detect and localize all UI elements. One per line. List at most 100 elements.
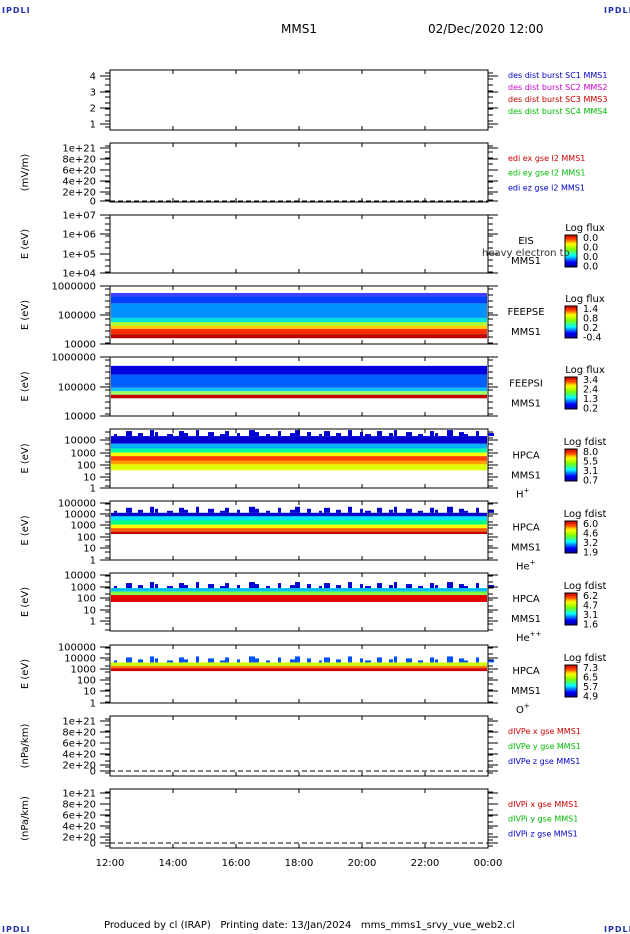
spectrogram-burst — [476, 507, 479, 513]
spectrogram-burst — [208, 508, 214, 513]
spectrogram-burst — [348, 582, 352, 589]
y-tick-label: 6e+20 — [62, 811, 96, 822]
colorbar — [564, 376, 578, 410]
x-tick-label: 18:00 — [285, 858, 314, 869]
y-tick-label: 10000 — [64, 571, 96, 582]
spectrogram-burst — [208, 432, 214, 437]
spectrogram-band — [111, 321, 487, 326]
spectrogram-band — [111, 443, 487, 449]
instrument-spacecraft: MMS1 — [511, 256, 541, 267]
spectrogram-burst — [138, 659, 143, 663]
species-label: He+ — [516, 559, 536, 573]
spectrogram-burst — [324, 583, 330, 589]
spectrogram-band — [111, 391, 487, 395]
spectrogram-band — [111, 464, 487, 471]
instrument-spacecraft: MMS1 — [511, 327, 541, 338]
y-tick-label: 10000 — [64, 412, 96, 423]
spectrogram-band — [111, 591, 487, 596]
spectrogram-burst — [447, 430, 453, 437]
plot-frame — [109, 142, 489, 203]
y-tick-label: 10000 — [64, 654, 96, 665]
spectrogram-band — [111, 374, 487, 388]
spectrogram-burst — [254, 432, 259, 437]
legend-entry: dIVPe x gse MMS1 — [508, 727, 581, 736]
colorbar-tick-label: 2.4 — [583, 385, 598, 396]
y-tick-label: 4e+20 — [62, 822, 96, 833]
spectrogram-burst — [476, 431, 479, 437]
spectrogram-burst — [418, 434, 423, 437]
spectrogram-burst — [348, 656, 352, 663]
colorbar-title: Log flux — [565, 365, 605, 376]
colorbar-tick-label: 0.0 — [583, 252, 598, 263]
colorbar-title: Log fdist — [564, 437, 607, 448]
species-label: H+ — [516, 487, 530, 501]
y-tick-label: 8e+20 — [62, 728, 96, 739]
y-axis-label: E (eV) — [20, 587, 31, 617]
x-tick-label: 22:00 — [411, 858, 440, 869]
colorbar-title: Log flux — [565, 294, 605, 305]
colorbar-tick-label: 6.5 — [583, 673, 598, 684]
spectrogram-burst — [406, 584, 412, 589]
spectrogram-band — [111, 387, 487, 392]
spectrogram-burst — [324, 507, 330, 513]
colorbar-tick-label: 0.7 — [583, 476, 598, 487]
corner-tag-bottom-left: IPDLI — [2, 925, 31, 934]
spectrogram-band — [111, 524, 487, 529]
y-tick-label: 1 — [90, 556, 96, 567]
y-tick-label: 2 — [90, 104, 96, 115]
instrument-label: FEEPSE — [507, 307, 544, 318]
spectrogram-burst — [365, 434, 371, 437]
spectrogram-band — [111, 528, 487, 532]
colorbar-tick-label: 3.4 — [583, 375, 598, 386]
colorbar — [564, 448, 578, 482]
spectrogram-burst — [307, 658, 311, 663]
y-tick-label: 10000 — [64, 436, 96, 447]
legend-entry: des dist burst SC3 MMS3 — [508, 95, 607, 104]
spectrogram-burst — [336, 659, 341, 663]
spectrogram-burst — [336, 509, 341, 513]
spectrogram-burst — [220, 660, 225, 663]
colorbar-tick-label: 0.8 — [583, 314, 598, 325]
spectrogram-burst — [418, 660, 423, 663]
spectrogram-burst — [476, 657, 479, 663]
legend-entry: edi ex gse l2 MMS1 — [508, 154, 585, 163]
spectrogram-band — [111, 668, 487, 672]
colorbar — [564, 234, 578, 268]
colorbar-title: Log flux — [565, 223, 605, 234]
spectrogram-burst — [196, 506, 199, 513]
footer-credits: Produced by cl (IRAP) Printing date: 13/… — [104, 920, 515, 931]
spectrogram-burst — [208, 584, 214, 589]
spectrogram-band — [111, 334, 487, 339]
spectrogram-burst — [389, 433, 393, 437]
y-tick-label: 0 — [90, 839, 96, 850]
spectrogram-burst — [196, 430, 199, 437]
spectrogram-burst — [126, 583, 132, 589]
y-tick-label: 1e+07 — [62, 211, 96, 222]
colorbar-tick-label: 1.4 — [583, 304, 598, 315]
spectrogram-band — [111, 365, 487, 375]
spectrogram-burst — [167, 586, 173, 589]
spectrogram-burst — [254, 658, 259, 663]
spectrogram-burst — [418, 510, 423, 513]
spectrogram-burst — [114, 434, 117, 437]
y-tick-label: 10 — [83, 687, 96, 698]
plot-frame — [109, 69, 489, 131]
spectrogram-burst — [138, 509, 143, 513]
spectrogram-burst — [464, 510, 468, 513]
spectrogram-band — [111, 452, 487, 457]
spectrogram-burst — [365, 660, 371, 663]
y-tick-label: 1e+21 — [62, 717, 96, 728]
spectrogram-burst — [459, 432, 464, 437]
spectrogram-burst — [360, 432, 363, 437]
spectrogram-burst — [290, 659, 296, 663]
spectrogram-burst — [488, 659, 494, 663]
y-tick-label: 100000 — [58, 499, 96, 510]
y-tick-label: 0 — [90, 197, 96, 208]
instrument-spacecraft: MMS1 — [511, 543, 541, 554]
spectrogram-burst — [430, 431, 434, 437]
spectrogram-burst — [138, 433, 143, 437]
y-tick-label: 0 — [90, 767, 96, 778]
